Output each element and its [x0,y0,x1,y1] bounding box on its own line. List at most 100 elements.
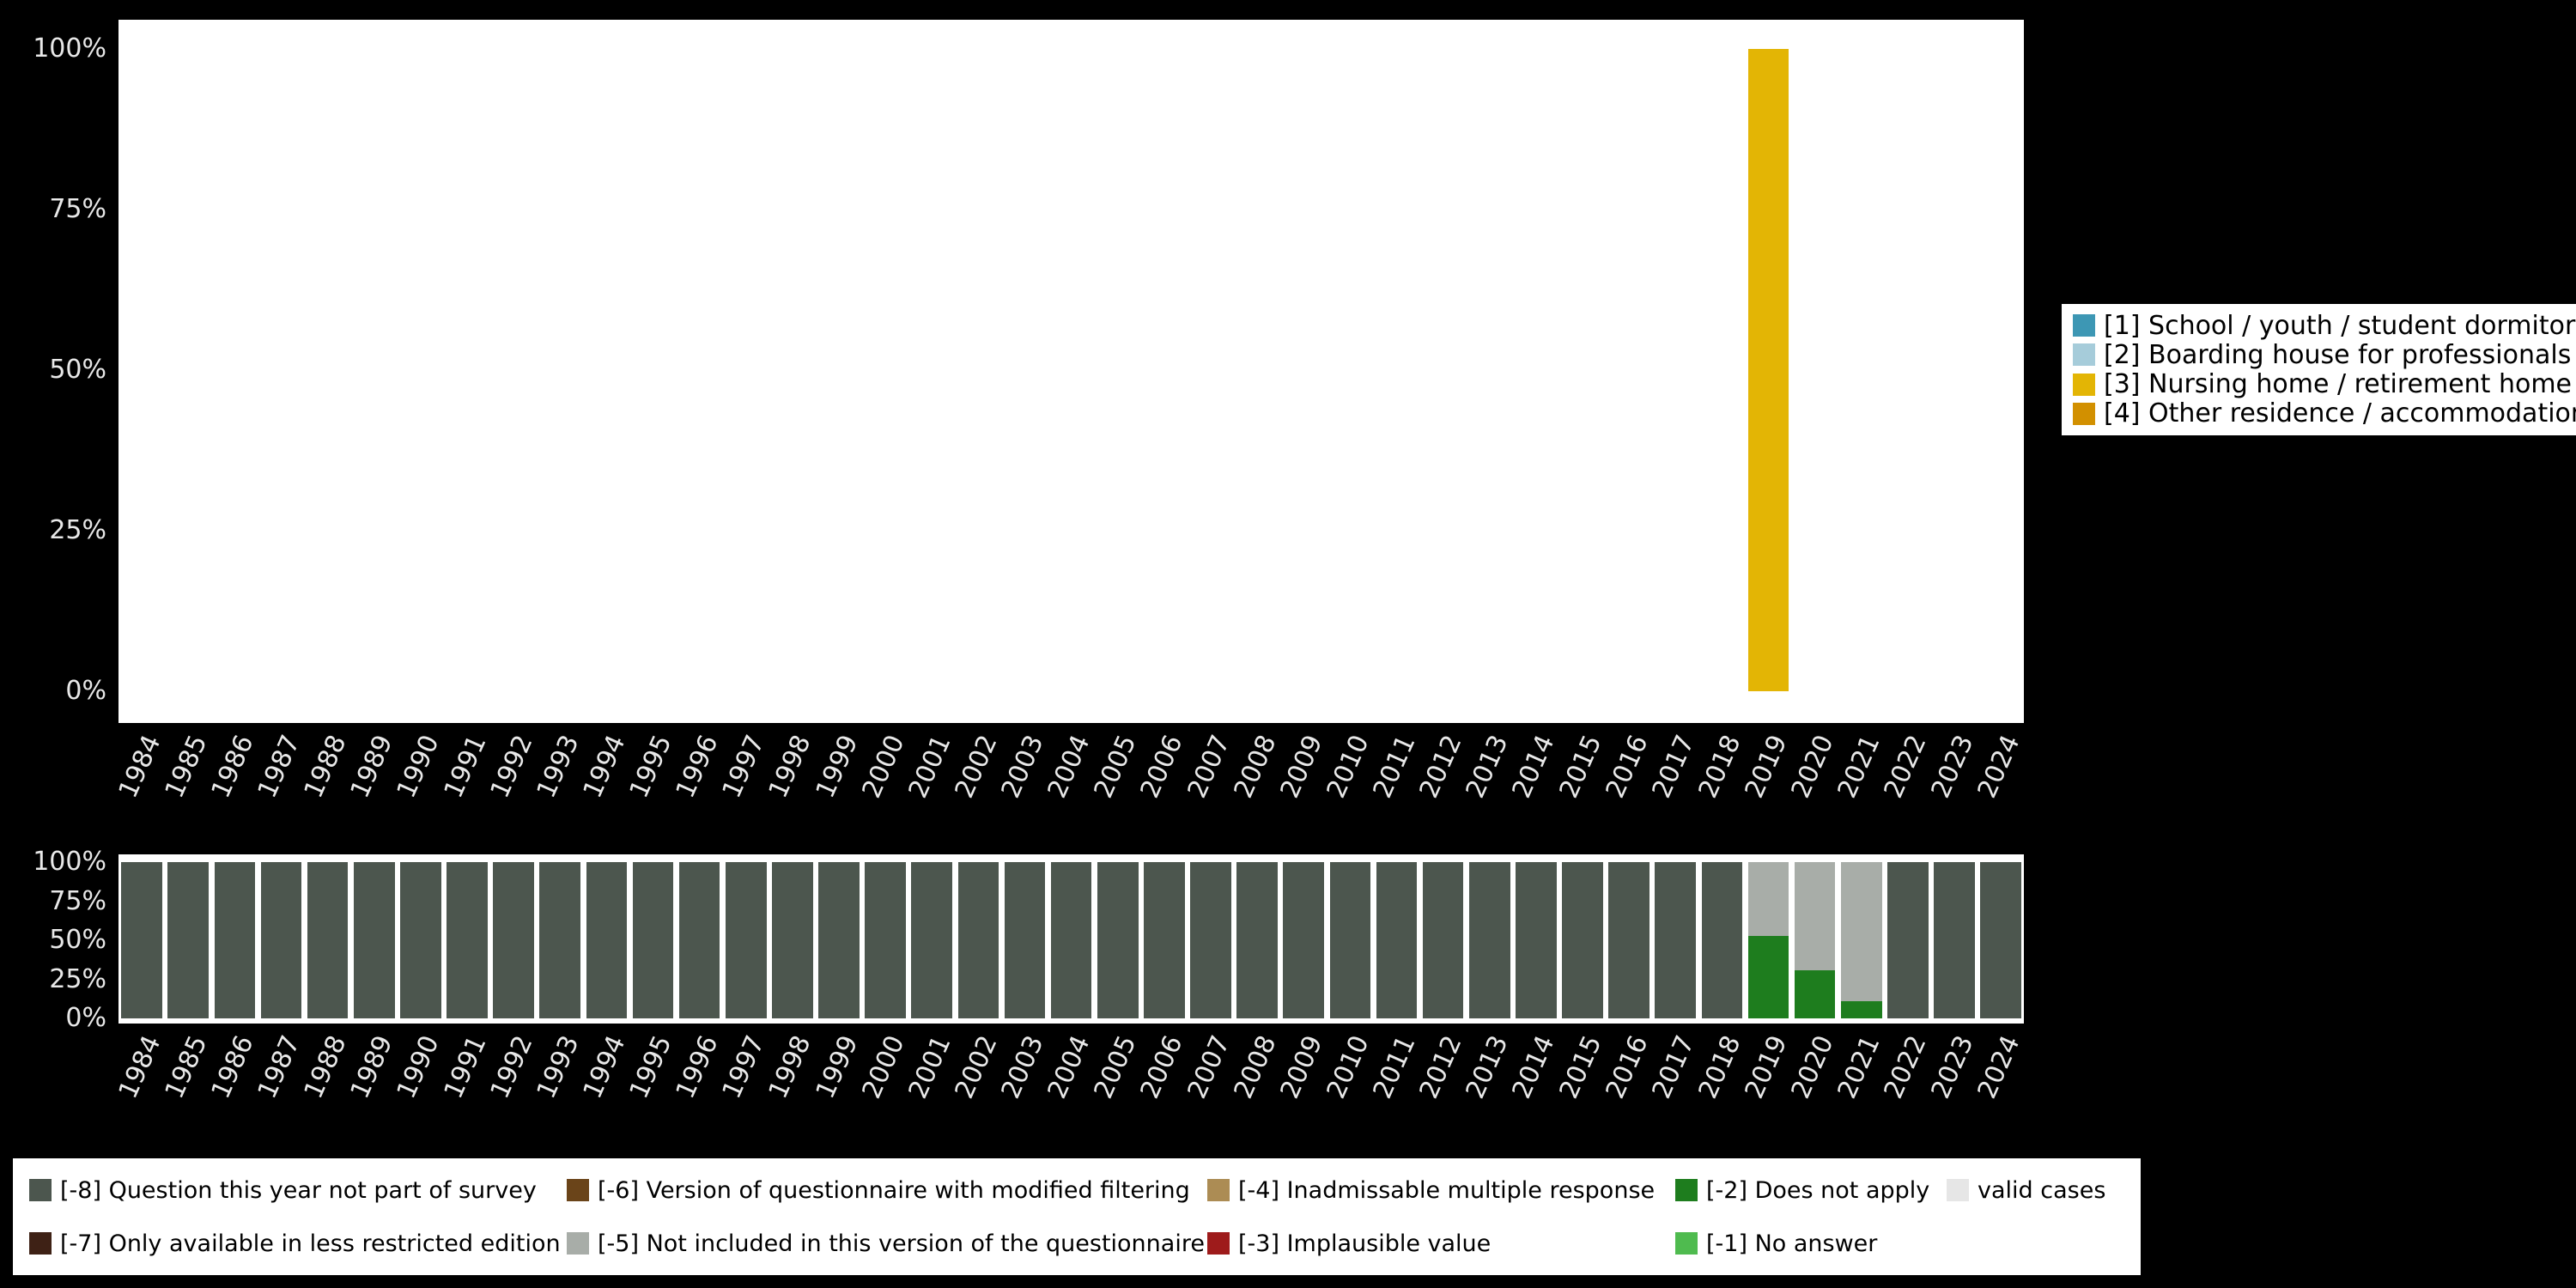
bar-segment-m5 [1840,862,1882,1001]
bar-stack-1990 [400,49,441,691]
x-tick: 2015 [1553,1029,1608,1153]
x-tick-label: 2003 [995,1030,1050,1103]
bar-stack-1995 [633,49,674,691]
x-tick-label: 2010 [1321,1030,1376,1103]
x-tick-label: 1995 [623,730,678,803]
bar-2006 [1141,862,1188,1018]
bar-2018 [1698,862,1745,1018]
legend-label: [-6] Version of questionnaire with modif… [598,1176,1190,1204]
legend-label: [-4] Inadmissable multiple response [1238,1176,1656,1204]
legend-swatch-c1 [2073,314,2095,337]
bar-2023 [1931,862,1978,1018]
bar-stack-2021 [1841,49,1882,691]
bar-stack-1986 [214,862,256,1018]
bar-2020 [1792,862,1838,1018]
bar-2014 [1513,862,1559,1018]
bar-2013 [1467,49,1513,691]
bar-segment-m8 [121,862,162,1018]
bar-2018 [1698,49,1745,691]
bar-2001 [908,862,955,1018]
bar-segment-m8 [818,862,860,1018]
bar-1986 [211,862,258,1018]
legend-label: [2] Boarding house for professionals [2104,340,2572,370]
legend-label: [-2] Does not apply [1706,1176,1930,1204]
bar-segment-m5 [1747,862,1789,936]
bar-segment-m8 [1701,862,1743,1018]
x-tick: 2001 [902,1029,957,1153]
x-tick: 1986 [206,1029,260,1153]
bar-stack-1993 [539,49,580,691]
x-tick: 2010 [1321,1029,1376,1153]
legend-item-m6: [-6] Version of questionnaire with modif… [567,1177,1207,1204]
bar-1989 [351,49,398,691]
bar-stack-2012 [1423,49,1464,691]
bar-1994 [583,862,629,1018]
bar-segment-m8 [957,862,999,1018]
legend-item-m8: [-8] Question this year not part of surv… [29,1177,567,1204]
x-tick: 2011 [1368,728,1422,853]
bar-1990 [398,862,444,1018]
legend-label: [-7] Only available in less restricted e… [60,1230,561,1257]
x-tick-label: 1999 [810,1030,865,1103]
bar-2021 [1838,862,1885,1018]
bar-segment-m2 [1747,935,1789,1018]
x-tick-label: 1993 [531,1030,586,1103]
legend-swatch-m8 [29,1179,52,1201]
bar-2002 [955,862,1001,1018]
bar-stack-2020 [1795,49,1836,691]
x-tick: 2003 [996,728,1050,853]
bar-stack-2023 [1934,862,1975,1018]
x-tick-label: 2023 [1925,730,1980,803]
bar-stack-2001 [911,862,952,1018]
x-tick-label: 1991 [438,1030,493,1103]
x-tick-label: 1985 [159,1030,214,1103]
x-tick: 2000 [856,1029,910,1153]
top-chart-x-axis: 1984 1985 1986 1987 1988 1989 1990 1991 1992 1993… [112,728,2026,853]
bar-2013 [1467,862,1513,1018]
bar-2010 [1327,49,1373,691]
bar-1988 [305,49,351,691]
x-tick-label: 2008 [1228,730,1283,803]
x-tick-label: 1990 [392,730,447,803]
bar-segment-m8 [1283,862,1324,1018]
x-tick: 2001 [902,728,957,853]
x-tick-label: 2000 [856,730,911,803]
x-tick-label: 2015 [1553,1030,1608,1103]
bar-1992 [490,862,537,1018]
x-tick-label: 2016 [1600,1030,1655,1103]
bar-1998 [769,862,816,1018]
x-tick-label: 2006 [1135,1030,1190,1103]
x-tick: 1998 [763,728,817,853]
bar-1984 [118,49,165,691]
y-tick-label: 25% [49,515,106,545]
bar-2005 [1095,49,1141,691]
bar-stack-2005 [1097,862,1139,1018]
x-tick: 1995 [624,1029,678,1153]
bar-1994 [583,49,629,691]
bar-stack-2015 [1562,862,1603,1018]
x-tick-label: 2016 [1600,730,1655,803]
legend-label: [-1] No answer [1706,1230,1878,1257]
bar-stack-1992 [493,49,534,691]
bar-1987 [258,49,304,691]
bar-segment-m8 [725,862,767,1018]
x-tick: 2022 [1879,1029,1933,1153]
bar-segment-m8 [1468,862,1510,1018]
bar-stack-2024 [1980,862,2021,1018]
x-tick-label: 2006 [1135,730,1190,803]
x-tick: 1991 [438,1029,492,1153]
bar-2016 [1606,49,1652,691]
x-tick-label: 2024 [1971,1030,2026,1103]
x-tick: 1995 [623,728,678,853]
bar-2000 [862,49,908,691]
bar-1992 [490,49,537,691]
bar-segment-m2 [1794,969,1836,1018]
bar-2014 [1513,49,1559,691]
legend-item-c1: [1] School / youth / student dormitory [2073,311,2576,340]
x-tick-label: 2011 [1367,1030,1422,1103]
x-tick: 1994 [578,728,632,853]
x-tick-label: 2005 [1088,730,1143,803]
x-tick: 2014 [1507,1029,1561,1153]
bar-stack-2019 [1747,49,1789,691]
